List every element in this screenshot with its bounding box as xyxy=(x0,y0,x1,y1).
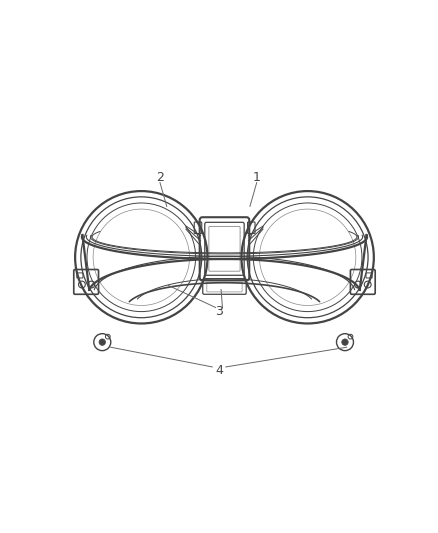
Circle shape xyxy=(342,339,348,345)
Text: 4: 4 xyxy=(215,365,223,377)
Text: 3: 3 xyxy=(215,305,223,318)
Circle shape xyxy=(99,339,106,345)
Text: 1: 1 xyxy=(253,171,261,184)
Text: 2: 2 xyxy=(156,171,164,184)
